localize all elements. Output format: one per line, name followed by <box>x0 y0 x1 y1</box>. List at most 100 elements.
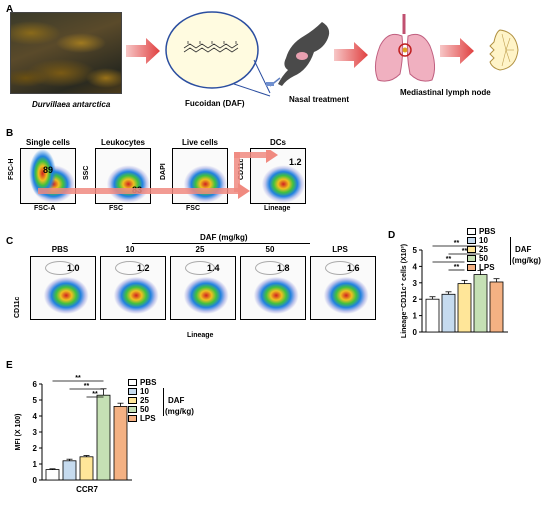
x-axis-label: Lineage <box>264 205 291 212</box>
bar-25 <box>457 283 472 333</box>
lymph-label: Mediastinal lymph node <box>400 88 491 97</box>
legend-bracket <box>510 237 512 265</box>
dc-gate <box>325 261 355 275</box>
legend-item-pbs: PBS <box>467 227 495 236</box>
panel-c-xlabel: Lineage <box>187 332 214 339</box>
panel-d-letter: D <box>388 230 396 241</box>
bar-PBS <box>45 469 60 481</box>
y-tick-label: 1 <box>413 312 418 321</box>
lungs-icon <box>374 14 436 82</box>
y-tick-label: 0 <box>33 476 38 485</box>
gate-percent: 1.4 <box>207 263 220 273</box>
bar-50 <box>473 274 488 333</box>
x-axis-label: FSC <box>186 205 200 212</box>
y-tick-label: 2 <box>33 444 38 453</box>
legend-item-pbs: PBS <box>128 378 156 387</box>
sig-label: ** <box>454 264 460 271</box>
gate-percent: 1.2 <box>137 263 150 273</box>
panel-a-letter: A <box>6 4 14 15</box>
arrow-right-icon <box>126 38 160 64</box>
y-tick-label: 5 <box>33 396 38 405</box>
legend-item-10: 10 <box>467 236 495 245</box>
sig-label: ** <box>462 248 468 255</box>
flow-title-0: PBS <box>51 245 69 254</box>
y-tick-label: 6 <box>33 380 38 389</box>
gate-percent: 89 <box>43 165 54 175</box>
y-axis-label: Lineage⁻CD11c⁺ cells (X10³) <box>401 244 408 338</box>
flow-plot-c-3: 1.8 <box>240 256 306 320</box>
sig-label: ** <box>446 256 452 263</box>
flow-plot-c-0: 1.0 <box>30 256 96 320</box>
gate-title-2: Live cells <box>181 138 219 147</box>
mouse-icon <box>266 22 330 87</box>
sig-label: ** <box>75 375 81 382</box>
panel-c-letter: C <box>6 236 14 247</box>
arrow-right-icon <box>334 42 368 68</box>
x-axis-label: FSC-A <box>34 205 56 212</box>
bar-50 <box>96 394 111 481</box>
flow-title-2: 25 <box>195 245 205 254</box>
bar-LPS <box>113 406 128 481</box>
panel-c-ylabel: CD11c <box>14 296 21 318</box>
sig-label: ** <box>454 240 460 247</box>
legend-bracket <box>163 388 165 416</box>
bar-10 <box>62 460 77 481</box>
legend-d: PBS 10 25 50 LPS <box>467 227 495 272</box>
seaweed-label: Durvillaea antarctica <box>32 100 111 109</box>
daf-header: DAF (mg/kg) <box>200 233 248 242</box>
gate-title-0: Single cells <box>25 138 71 147</box>
legend-e: PBS 10 25 50 LPS <box>128 378 156 423</box>
gate-percent: 1.8 <box>277 263 290 273</box>
legend-item-25: 25 <box>128 396 156 405</box>
y-tick-label: 5 <box>413 246 418 255</box>
y-tick-label: 4 <box>33 412 38 421</box>
fucoidan-molecule-icon <box>165 11 271 97</box>
flow-title-4: LPS <box>332 245 348 254</box>
y-tick-label: 1 <box>33 460 38 469</box>
gating-arrows <box>38 150 278 199</box>
legend-item-10: 10 <box>128 387 156 396</box>
legend-item-lps: LPS <box>128 414 156 423</box>
flow-plot-c-4: 1.6 <box>310 256 376 320</box>
y-tick-label: 0 <box>413 328 418 337</box>
x-axis-label: FSC <box>109 205 123 212</box>
daf-header-line <box>132 243 310 244</box>
legend-unit: (mg/kg) <box>165 407 194 416</box>
lymph-node-icon <box>489 29 519 71</box>
legend-item-25: 25 <box>467 245 495 254</box>
dc-gate <box>115 261 145 275</box>
y-tick-label: 3 <box>413 279 418 288</box>
y-tick-label: 3 <box>33 428 38 437</box>
legend-item-lps: LPS <box>467 263 495 272</box>
legend-daf: DAF <box>515 245 532 254</box>
flow-title-3: 50 <box>265 245 275 254</box>
y-tick-label: 2 <box>413 295 418 304</box>
flow-plot-c-1: 1.2 <box>100 256 166 320</box>
bar-LPS <box>489 281 504 333</box>
legend-unit: (mg/kg) <box>512 256 541 265</box>
bar-PBS <box>425 298 440 333</box>
x-axis-label: CCR7 <box>76 485 98 494</box>
gate-percent: 1.0 <box>67 263 80 273</box>
y-axis-label: MFI (X 100) <box>15 414 22 451</box>
bar-25 <box>79 456 94 481</box>
legend-daf: DAF <box>168 396 185 405</box>
flow-plot-c-2: 1.4 <box>170 256 236 320</box>
gate-percent: 1.2 <box>289 157 302 167</box>
gate-title-1: Leukocytes <box>100 138 146 147</box>
legend-item-50: 50 <box>467 254 495 263</box>
sig-label: ** <box>92 391 98 398</box>
gate-title-3: DCs <box>269 138 286 147</box>
dc-gate <box>185 261 215 275</box>
flow-title-1: 10 <box>125 245 135 254</box>
arrow-right-icon <box>440 38 474 64</box>
nasal-label: Nasal treatment <box>289 95 350 104</box>
dc-gate <box>255 261 285 275</box>
gate-percent: 1.6 <box>347 263 360 273</box>
panel-b-letter: B <box>6 128 14 139</box>
y-axis-label: FSC-H <box>8 158 15 180</box>
bar-10 <box>441 293 456 333</box>
panel-e-letter: E <box>6 360 13 371</box>
